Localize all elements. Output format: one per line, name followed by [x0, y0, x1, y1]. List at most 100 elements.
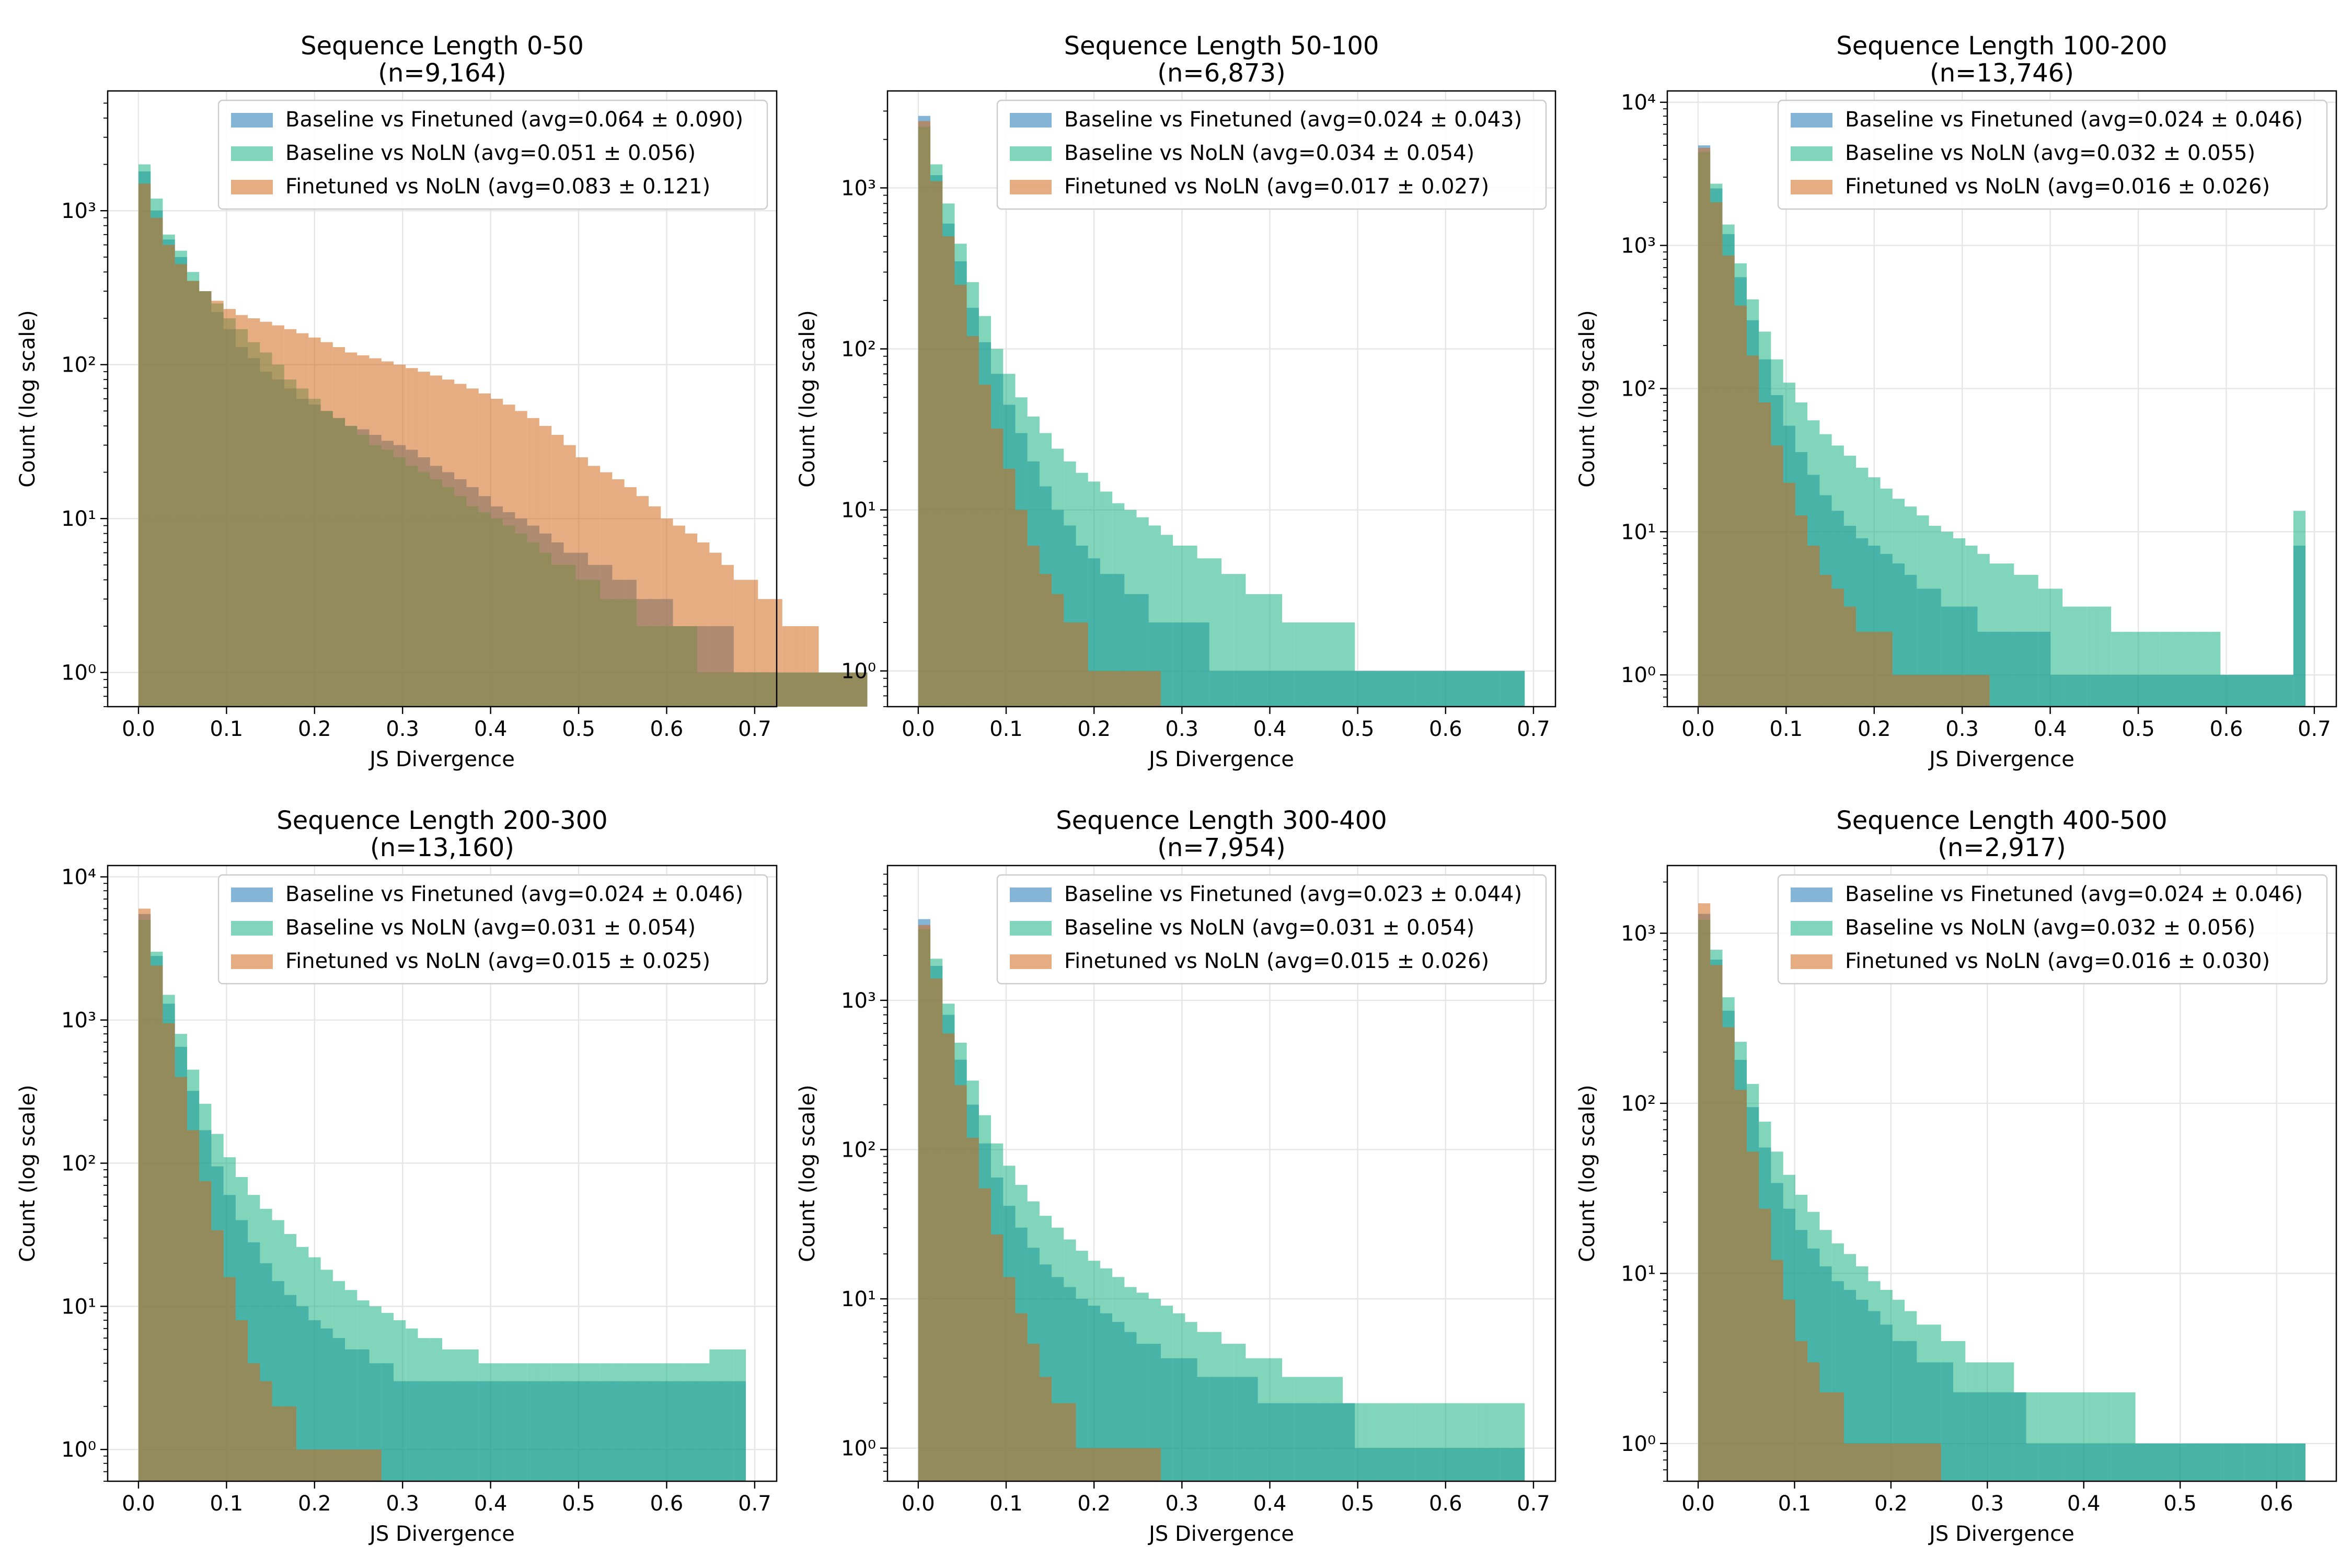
histogram-bar	[1136, 671, 1149, 707]
legend-label: Baseline vs NoLN (avg=0.032 ± 0.055)	[1845, 141, 2255, 165]
histogram-bar	[1476, 1403, 1489, 1481]
legend: Baseline vs Finetuned (avg=0.064 ± 0.090…	[217, 99, 768, 210]
y-axis-label: Count (log scale)	[795, 310, 820, 487]
histogram-bar	[406, 368, 418, 707]
histogram-bar	[2050, 589, 2063, 707]
histogram-bar	[1112, 503, 1125, 707]
y-tick-label: 10³	[61, 199, 96, 223]
histogram-bar	[163, 245, 175, 707]
histogram-bar	[1759, 402, 1771, 707]
histogram-bar	[746, 580, 758, 707]
histogram-bar	[612, 479, 625, 707]
chart-subtitle: (n=2,917)	[1938, 833, 2066, 862]
x-tick-label: 0.7	[738, 717, 771, 741]
histogram-bar	[454, 1349, 467, 1481]
histogram-bar	[2086, 1392, 2099, 1481]
histogram-bar	[1488, 671, 1501, 707]
histogram-bar	[1843, 1443, 1857, 1481]
y-axis-label: Count (log scale)	[795, 1085, 820, 1262]
histogram-bar	[2257, 675, 2269, 707]
histogram-bar	[2208, 631, 2221, 707]
y-tick-label: 10⁰	[841, 660, 876, 684]
axes-frame	[1666, 864, 2337, 1482]
chart-title: Sequence Length 200-300	[276, 806, 607, 835]
x-tick-label: 0.3	[1166, 717, 1199, 741]
chart-panel: 0.0 0.1 0.2 0.3 0.4 0.5 0.6 0.7 10⁰ 10¹ 10² 10³ 10⁴ S…	[16, 806, 778, 1546]
legend: Baseline vs Finetuned (avg=0.024 ± 0.046…	[217, 874, 768, 985]
histogram-bar	[2160, 1443, 2172, 1481]
histogram-bar	[430, 375, 442, 707]
histogram-bar	[320, 1270, 333, 1481]
histogram-bar	[2269, 675, 2281, 707]
legend-label: Finetuned vs NoLN (avg=0.016 ± 0.030)	[1845, 949, 2270, 973]
histogram-bar	[357, 1300, 370, 1481]
x-tick-label: 0.1	[210, 717, 244, 741]
histogram-bar	[2014, 1392, 2026, 1481]
histogram-bar	[1197, 558, 1209, 707]
legend-swatch	[1791, 113, 1832, 128]
axes-frame	[886, 864, 1557, 1482]
chart-subtitle: (n=6,873)	[1157, 59, 1286, 88]
histogram-bar	[1965, 1362, 1978, 1481]
series-bars	[918, 925, 1161, 1481]
histogram-bar	[1427, 1403, 1440, 1481]
histogram-bar	[151, 965, 163, 1481]
histogram-bar	[296, 333, 309, 707]
y-tick-label: 10³	[1621, 922, 1656, 946]
histogram-bar	[345, 352, 358, 707]
legend-label: Baseline vs Finetuned (avg=0.064 ± 0.090…	[285, 108, 743, 132]
legend-frame	[217, 99, 768, 210]
histogram-bar	[1734, 1090, 1747, 1481]
histogram-bar	[733, 580, 746, 707]
legend-swatch	[1010, 180, 1052, 194]
histogram-bar	[721, 1349, 734, 1481]
legend-swatch	[1791, 921, 1832, 936]
histogram-bar	[527, 418, 539, 707]
histogram-bar	[1306, 622, 1319, 707]
histogram-bar	[1868, 1443, 1881, 1481]
x-tick-label: 0.0	[1681, 1492, 1715, 1516]
series-bars	[138, 183, 868, 707]
histogram-bar	[1512, 1403, 1525, 1481]
y-tick-label: 10⁰	[61, 661, 96, 685]
histogram-bar	[1795, 515, 1808, 707]
histogram-bar	[1221, 574, 1234, 707]
chart-title: Sequence Length 0-50	[301, 31, 584, 61]
histogram-bar	[1965, 675, 1978, 707]
histogram-bar	[2269, 1443, 2281, 1481]
histogram-bar	[1710, 202, 1723, 707]
histogram-bar	[918, 121, 931, 707]
histogram-bar	[1868, 1281, 1881, 1481]
histogram-bar	[1112, 1277, 1125, 1481]
x-tick-label: 0.5	[1341, 1492, 1375, 1516]
histogram-bar	[1807, 1362, 1820, 1481]
legend-swatch	[231, 954, 273, 969]
y-tick-label: 10¹	[1621, 520, 1656, 544]
histogram-bar	[818, 672, 831, 707]
histogram-bar	[1088, 1261, 1100, 1481]
histogram-bar	[1064, 1403, 1076, 1481]
x-axis-label: JS Divergence	[1147, 1522, 1294, 1546]
histogram-bar	[1856, 631, 1869, 707]
legend: Baseline vs Finetuned (avg=0.023 ± 0.044…	[996, 874, 1547, 985]
x-tick-label: 0.0	[902, 1492, 935, 1516]
histogram-bar	[1064, 622, 1076, 707]
chart-panel: 0.0 0.1 0.2 0.3 0.4 0.5 0.6 10⁰ 10¹ 10² 10³ Sequenc…	[1575, 806, 2337, 1546]
histogram-bar	[2002, 563, 2014, 707]
legend-swatch	[231, 113, 273, 128]
x-tick-label: 0.1	[1770, 717, 1803, 741]
histogram-bar	[1173, 1313, 1185, 1481]
histogram-bar	[1148, 525, 1161, 707]
histogram-bar	[1771, 1260, 1783, 1481]
x-tick-label: 0.4	[474, 1492, 508, 1516]
histogram-bar	[636, 1363, 649, 1481]
histogram-bar	[685, 1363, 698, 1481]
histogram-bar	[1807, 545, 1820, 707]
histogram-bar	[1403, 671, 1416, 707]
histogram-bar	[1124, 1448, 1137, 1481]
histogram-bar	[211, 1230, 224, 1481]
histogram-bar	[612, 1363, 625, 1481]
histogram-bar	[794, 626, 807, 707]
legend-swatch	[1010, 887, 1052, 902]
